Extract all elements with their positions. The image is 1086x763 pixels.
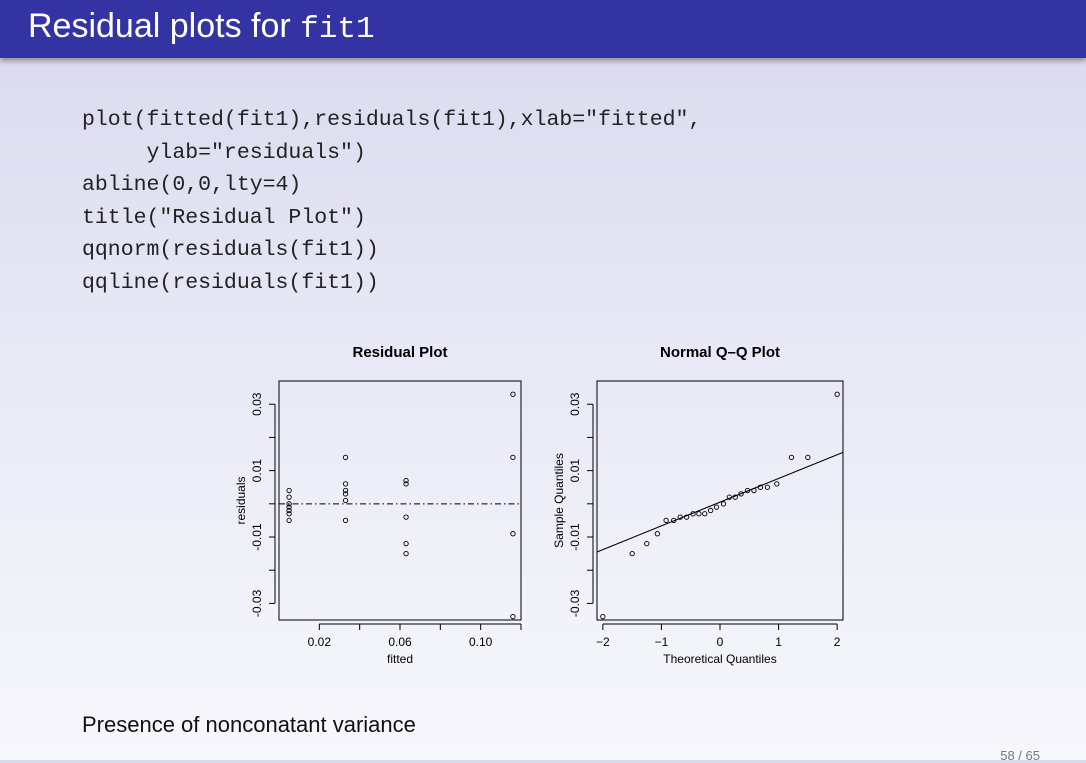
- x-axis-label: fitted: [387, 652, 413, 666]
- qq-line: [596, 451, 844, 553]
- x-tick-label: 2: [834, 635, 841, 649]
- data-point: [286, 501, 292, 507]
- slide-title-code: fit1: [300, 12, 375, 47]
- data-point: [403, 541, 409, 547]
- residual-plot: Residual Plot 0.02 0.06 0.10 fitted -0.03 -0.0…: [234, 344, 522, 666]
- slide-title-bar: Residual plots for fit1: [0, 0, 1086, 58]
- data-point: [342, 491, 349, 497]
- data-point: [403, 477, 409, 484]
- plot-frame: [278, 380, 522, 621]
- x-tick-label: 1: [775, 635, 782, 649]
- data-point: [342, 497, 349, 504]
- code-line: title("Residual Plot"): [82, 205, 366, 230]
- data-point: [696, 511, 702, 517]
- data-point: [702, 511, 708, 517]
- data-point: [644, 541, 650, 547]
- data-point: [834, 391, 840, 397]
- code-line: qqnorm(residuals(fit1)): [82, 238, 379, 262]
- y-tick-label: -0.01: [250, 523, 264, 551]
- data-point: [629, 550, 635, 557]
- data-point: [286, 494, 292, 500]
- data-point: [713, 504, 720, 510]
- x-tick-label: 0.02: [308, 635, 332, 649]
- slide-title-text: Residual plots for: [28, 7, 301, 45]
- data-point: [342, 481, 349, 487]
- code-line: abline(0,0,lty=4): [82, 173, 302, 197]
- data-point: [663, 517, 669, 524]
- slide-caption: Presence of nonconatant variance: [82, 712, 416, 737]
- data-point: [286, 517, 292, 524]
- data-point: [738, 491, 744, 497]
- y-axis-label: residuals: [234, 476, 248, 524]
- data-point: [764, 484, 771, 490]
- code-line: plot(fitted(fit1),residuals(fit1),xlab="…: [82, 108, 702, 132]
- data-point: [510, 391, 516, 397]
- r-code-block: plot(fitted(fit1),residuals(fit1),xlab="…: [82, 104, 701, 299]
- x-tick-label: −1: [655, 635, 669, 649]
- y-tick-label: -0.03: [568, 589, 582, 617]
- x-axis-label: Theoretical Quantiles: [663, 652, 776, 666]
- data-point: [732, 494, 738, 500]
- y-tick-label: -0.03: [250, 589, 264, 617]
- y-axis-label: Sample Quantiles: [552, 453, 566, 548]
- data-point: [757, 484, 764, 490]
- page-number: 58 / 65: [1000, 748, 1040, 763]
- data-point: [805, 454, 811, 460]
- data-point: [788, 454, 795, 460]
- plot-title: Residual Plot: [352, 344, 447, 361]
- plot-frame: [596, 380, 844, 621]
- data-point: [286, 504, 292, 510]
- data-point: [342, 454, 349, 460]
- data-point: [751, 487, 757, 494]
- data-point: [726, 494, 733, 500]
- x-tick-label: 0: [717, 635, 724, 649]
- x-tick-label: 0.10: [469, 635, 493, 649]
- data-point: [677, 514, 683, 520]
- slide-title: Residual plots for fit1: [28, 4, 375, 52]
- normal-qq-plot: Normal Q–Q Plot −2 −1 0 1 2 Theoretical Quanti…: [552, 344, 844, 666]
- y-tick-label: 0.03: [568, 392, 582, 416]
- data-point: [774, 481, 780, 487]
- y-tick-label: 0.01: [250, 459, 264, 483]
- data-point: [403, 481, 409, 487]
- data-point: [286, 511, 292, 517]
- data-point: [510, 614, 516, 620]
- code-line: qqline(residuals(fit1)): [82, 270, 379, 295]
- data-point: [510, 531, 516, 537]
- y-tick-label: -0.01: [568, 523, 582, 551]
- data-point: [403, 550, 409, 557]
- code-line: ylab="residuals"): [82, 140, 366, 165]
- data-point: [707, 507, 714, 514]
- data-point: [671, 517, 677, 524]
- x-tick-label: −2: [596, 635, 610, 649]
- data-point: [600, 614, 606, 620]
- data-point: [286, 487, 292, 494]
- data-point: [744, 487, 751, 494]
- data-point: [342, 517, 349, 524]
- data-point: [690, 511, 696, 517]
- data-point: [683, 514, 690, 520]
- x-tick-label: 0.06: [388, 635, 412, 649]
- plot-title: Normal Q–Q Plot: [660, 344, 780, 361]
- data-point: [342, 487, 349, 494]
- data-point: [403, 514, 409, 520]
- data-point: [720, 501, 727, 507]
- data-point: [654, 531, 660, 537]
- y-tick-label: 0.01: [568, 459, 582, 483]
- data-point: [286, 507, 292, 514]
- y-tick-label: 0.03: [250, 392, 264, 416]
- data-point: [510, 454, 516, 460]
